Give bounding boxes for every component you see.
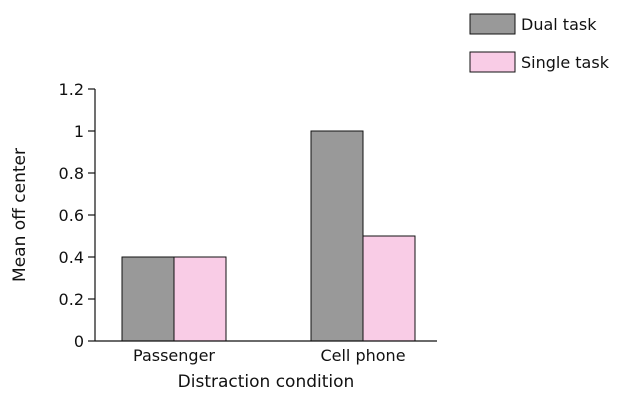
legend-label: Single task bbox=[521, 53, 610, 72]
legend: Dual task Single task bbox=[469, 13, 610, 73]
x-tick-labels: Passenger Cell phone bbox=[133, 346, 406, 365]
y-tick-label: 0.2 bbox=[59, 290, 84, 309]
bars bbox=[121, 130, 416, 342]
legend-label: Dual task bbox=[521, 15, 597, 34]
y-tick-label: 0.6 bbox=[59, 206, 84, 225]
y-tick-label: 0.8 bbox=[59, 164, 84, 183]
legend-swatch bbox=[469, 13, 516, 35]
y-tick-label: 1 bbox=[74, 122, 84, 141]
x-axis-title: Distraction condition bbox=[178, 372, 355, 392]
bar-single-task-cell-phone bbox=[362, 235, 416, 342]
y-tick-label: 0.4 bbox=[59, 248, 84, 267]
y-tick-label: 1.2 bbox=[59, 80, 84, 99]
y-axis-title: Mean off center bbox=[10, 148, 30, 282]
bar-dual-task-passenger bbox=[121, 256, 175, 342]
y-tick-label: 0 bbox=[74, 332, 84, 351]
legend-swatch bbox=[469, 51, 516, 73]
x-tick-label: Cell phone bbox=[320, 346, 405, 365]
bar-dual-task-cell-phone bbox=[310, 130, 364, 342]
x-tick-label: Passenger bbox=[133, 346, 215, 365]
axes: 0 0.2 0.4 0.6 0.8 1 1.2 Passenger Cell phone bbox=[59, 80, 437, 365]
bar-single-task-passenger bbox=[173, 256, 227, 342]
y-ticks: 0 0.2 0.4 0.6 0.8 1 1.2 bbox=[59, 80, 95, 351]
